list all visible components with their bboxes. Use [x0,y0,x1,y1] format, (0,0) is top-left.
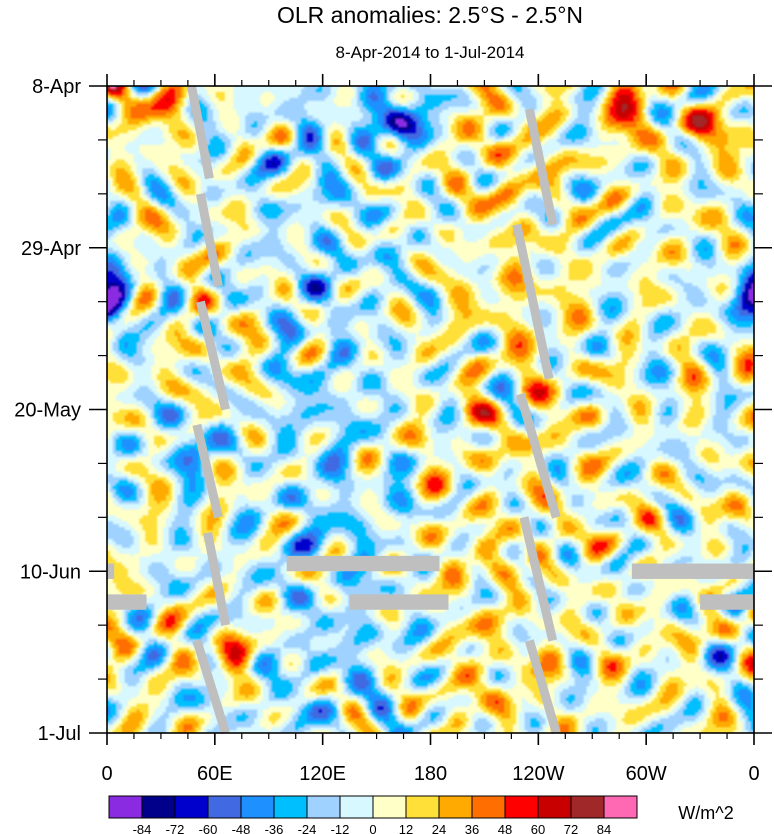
colorbar-level-label: 84 [597,822,611,834]
x-tick-label: 0 [748,763,759,785]
y-tick-label: 29-Apr [21,238,81,260]
y-tick-label: 1-Jul [38,723,81,745]
missing-data-band [349,594,449,610]
colorbar-level-label: 0 [369,822,376,834]
colorbar-units: W/m^2 [678,803,733,823]
x-tick-label: 120E [299,763,346,785]
missing-data-streak [525,639,561,735]
colorbar-swatch [570,795,605,819]
missing-data-streak [196,300,230,411]
colorbar-swatch [504,795,539,819]
colorbar-swatch [108,795,143,819]
missing-data-layer [107,85,754,735]
colorbar-swatch [372,795,407,819]
colorbar-level-label: 36 [465,822,479,834]
missing-data-streak [196,192,223,288]
colorbar-swatch [603,795,638,819]
y-axis: 8-Apr 29-Apr 20-May 10-Jun 1-Jul [14,76,772,745]
colorbar-swatch [174,795,209,819]
missing-data-band [107,563,115,579]
colorbar-level-label: 24 [432,822,446,834]
missing-data-streak [187,85,214,180]
colorbar-level-label: 72 [564,822,578,834]
missing-data-band [107,594,147,610]
y-tick-label: 10-Jun [20,561,81,583]
colorbar-swatch [471,795,506,819]
olr-anomaly-field [107,86,754,733]
chart-title: OLR anomalies: 2.5°S - 2.5°N [277,2,583,28]
colorbar: -84 -72 -60 -48 -36 -24 -12 0 12 24 36 48 60 72 84 [108,795,638,834]
colorbar-level-label: 60 [531,822,545,834]
missing-data-streak [519,516,558,642]
y-tick-label: 20-May [14,400,81,422]
colorbar-level-label: -84 [133,822,152,834]
missing-data-streak [203,531,231,627]
x-tick-label: 0 [101,763,112,785]
x-axis: 0 60E 120E 180 120W 60W 0 [101,74,760,785]
x-tick-label: 60E [197,763,233,785]
colorbar-swatch [537,795,572,819]
colorbar-swatch [306,795,341,819]
x-tick-label: 180 [414,763,447,785]
missing-data-band [700,594,754,610]
colorbar-level-label: 12 [399,822,413,834]
missing-data-streak [192,639,230,735]
colorbar-swatch [438,795,473,819]
x-tick-label: 120W [512,763,564,785]
x-tick-label: 60W [626,763,667,785]
colorbar-swatch [240,795,275,819]
colorbar-swatch [339,795,374,819]
chart-subtitle: 8-Apr-2014 to 1-Jul-2014 [335,43,524,62]
colorbar-level-label: -24 [298,822,317,834]
colorbar-level-label: -48 [232,822,251,834]
missing-data-band [286,555,440,572]
plot-area [106,85,755,735]
colorbar-swatch [141,795,176,819]
colorbar-level-label: -72 [166,822,185,834]
colorbar-swatch [405,795,440,819]
missing-data-streak [192,423,223,519]
y-tick-label: 8-Apr [32,76,81,98]
missing-data-streak [512,223,554,380]
colorbar-swatch [273,795,308,819]
colorbar-level-label: 48 [498,822,512,834]
missing-data-band [631,563,754,579]
colorbar-level-label: -12 [331,822,350,834]
colorbar-level-label: -36 [265,822,284,834]
missing-data-streak [516,392,561,519]
colorbar-swatch [207,795,242,819]
colorbar-level-label: -60 [199,822,218,834]
missing-data-streak [524,108,558,226]
